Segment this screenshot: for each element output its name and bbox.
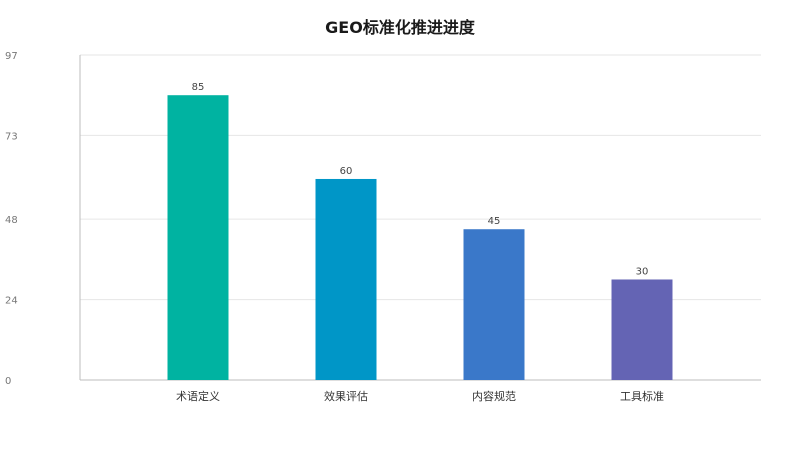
data-label: 30 [636,266,649,277]
x-tick-label: 内容规范 [472,389,516,403]
labels-layer: 85 术语定义 60 效果评估 45 内容规范 30 工具标准 [176,82,664,403]
x-tick-label: 效果评估 [324,389,368,403]
y-tick-label: 97 [5,51,18,62]
chart-title: GEO标准化推进进度 [325,18,476,37]
data-label: 85 [192,82,205,93]
bar [167,95,229,381]
bar [463,229,525,380]
y-tick-label: 48 [5,215,18,226]
data-label: 45 [488,216,501,227]
data-label: 60 [340,166,353,177]
x-tick-label: 术语定义 [176,389,220,403]
bars-layer [167,95,673,381]
y-tick-label: 73 [5,131,18,142]
y-tick-label: 0 [5,376,11,387]
y-tick-label: 24 [5,296,18,307]
bar [315,178,377,380]
x-tick-label: 工具标准 [620,389,664,403]
bar [611,279,673,380]
